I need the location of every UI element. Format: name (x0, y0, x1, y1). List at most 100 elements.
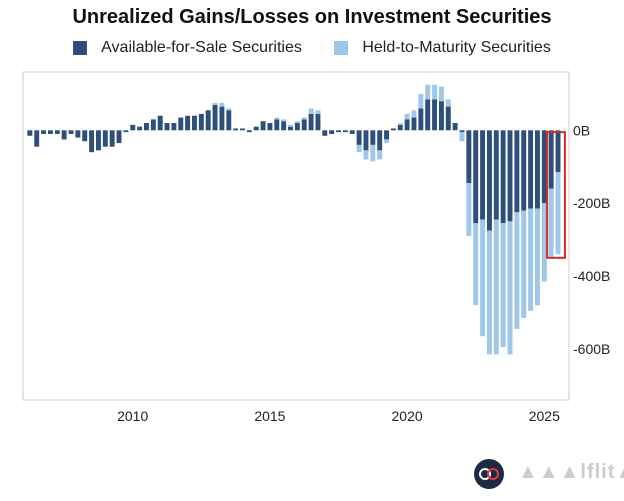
afs-bar (548, 130, 554, 189)
afs-bar (41, 130, 47, 134)
htm-bar (288, 124, 293, 127)
htm-bar (281, 119, 287, 122)
afs-bar (418, 108, 424, 131)
htm-bar (377, 150, 383, 160)
htm-bar (500, 223, 506, 348)
afs-bar (438, 101, 444, 131)
htm-bar (425, 84, 431, 100)
afs-bar (164, 123, 170, 131)
afs-bar (404, 119, 410, 131)
afs-bar (144, 123, 149, 131)
htm-bar (219, 102, 225, 107)
afs-bar (480, 130, 486, 220)
afs-bar (226, 110, 232, 131)
afs-bar (500, 130, 506, 224)
afs-bar (301, 119, 307, 131)
afs-bar (342, 130, 348, 133)
afs-bar (171, 123, 177, 131)
afs-bar (486, 130, 492, 231)
htm-bar (397, 123, 403, 125)
x-tick-label: 2015 (254, 408, 285, 424)
afs-bar (47, 130, 53, 134)
afs-bar (61, 130, 67, 140)
afs-bar (336, 130, 341, 133)
afs-bar (384, 130, 390, 140)
afs-bar (198, 113, 204, 131)
afs-bar (27, 130, 33, 136)
afs-bar (123, 130, 129, 133)
afs-bar (267, 123, 273, 131)
afs-bar (253, 126, 259, 131)
afs-bar (459, 130, 465, 133)
afs-bar (356, 130, 362, 145)
afs-bar (109, 130, 115, 147)
x-tick-label: 2020 (392, 408, 423, 424)
afs-bar (150, 119, 156, 131)
afs-bar (534, 130, 540, 209)
htm-bar (480, 219, 486, 337)
afs-bar (102, 130, 108, 147)
legend-swatch-afs (73, 41, 88, 55)
afs-bar (116, 130, 122, 144)
afs-bar (349, 130, 355, 134)
htm-bar (555, 172, 561, 255)
htm-bar (370, 144, 376, 162)
afs-bar (137, 126, 143, 131)
brand-logo-icon (474, 459, 504, 489)
htm-bar (528, 208, 534, 311)
afs-bar (466, 130, 472, 184)
afs-bar (34, 130, 40, 147)
brand-name: ▲▲▲lflit▲ (518, 461, 624, 483)
htm-bar (486, 230, 492, 355)
afs-bar (274, 119, 280, 131)
htm-bar (404, 113, 410, 120)
afs-bar (89, 130, 95, 153)
afs-bar (473, 130, 479, 224)
y-tick-label: -200B (573, 195, 610, 211)
afs-bar (219, 106, 225, 131)
afs-bar (452, 123, 458, 131)
htm-bar (466, 183, 472, 236)
legend-item-afs: Available-for-Sale Securities (73, 39, 302, 57)
afs-bar (288, 126, 293, 131)
afs-bar (507, 130, 513, 222)
x-tick-label: 2025 (529, 408, 560, 424)
afs-bar (377, 130, 383, 151)
afs-bar (322, 130, 328, 136)
htm-bar (459, 132, 465, 142)
afs-bar (294, 123, 300, 131)
bars-group (27, 84, 561, 355)
afs-bar (192, 115, 197, 131)
afs-bar (425, 99, 431, 131)
htm-bar (226, 108, 232, 111)
htm-bar (507, 221, 513, 355)
htm-bar (315, 110, 321, 114)
afs-bar (445, 106, 451, 131)
htm-bar (514, 212, 520, 329)
afs-bar (233, 128, 239, 131)
htm-bar (445, 99, 451, 107)
y-tick-label: -600B (573, 341, 610, 357)
htm-bar (432, 84, 438, 100)
afs-bar (260, 121, 266, 131)
afs-bar (82, 130, 88, 142)
afs-bar (246, 130, 252, 133)
afs-bar (240, 128, 245, 131)
htm-bar (548, 188, 554, 258)
x-tick-label: 2010 (117, 408, 148, 424)
afs-bar (329, 130, 335, 134)
afs-bar (315, 113, 321, 131)
afs-bar (521, 130, 527, 211)
afs-bar (308, 113, 314, 131)
afs-bar (281, 121, 287, 131)
afs-bar (390, 128, 396, 131)
htm-bar (274, 117, 280, 120)
highlight-box (546, 131, 566, 259)
legend-label-afs: Available-for-Sale Securities (101, 39, 302, 56)
afs-bar (493, 130, 499, 220)
afs-bar (370, 130, 376, 145)
htm-bar (356, 144, 362, 153)
legend-swatch-htm (334, 41, 349, 55)
chart-title: Unrealized Gains/Losses on Investment Se… (72, 6, 552, 28)
